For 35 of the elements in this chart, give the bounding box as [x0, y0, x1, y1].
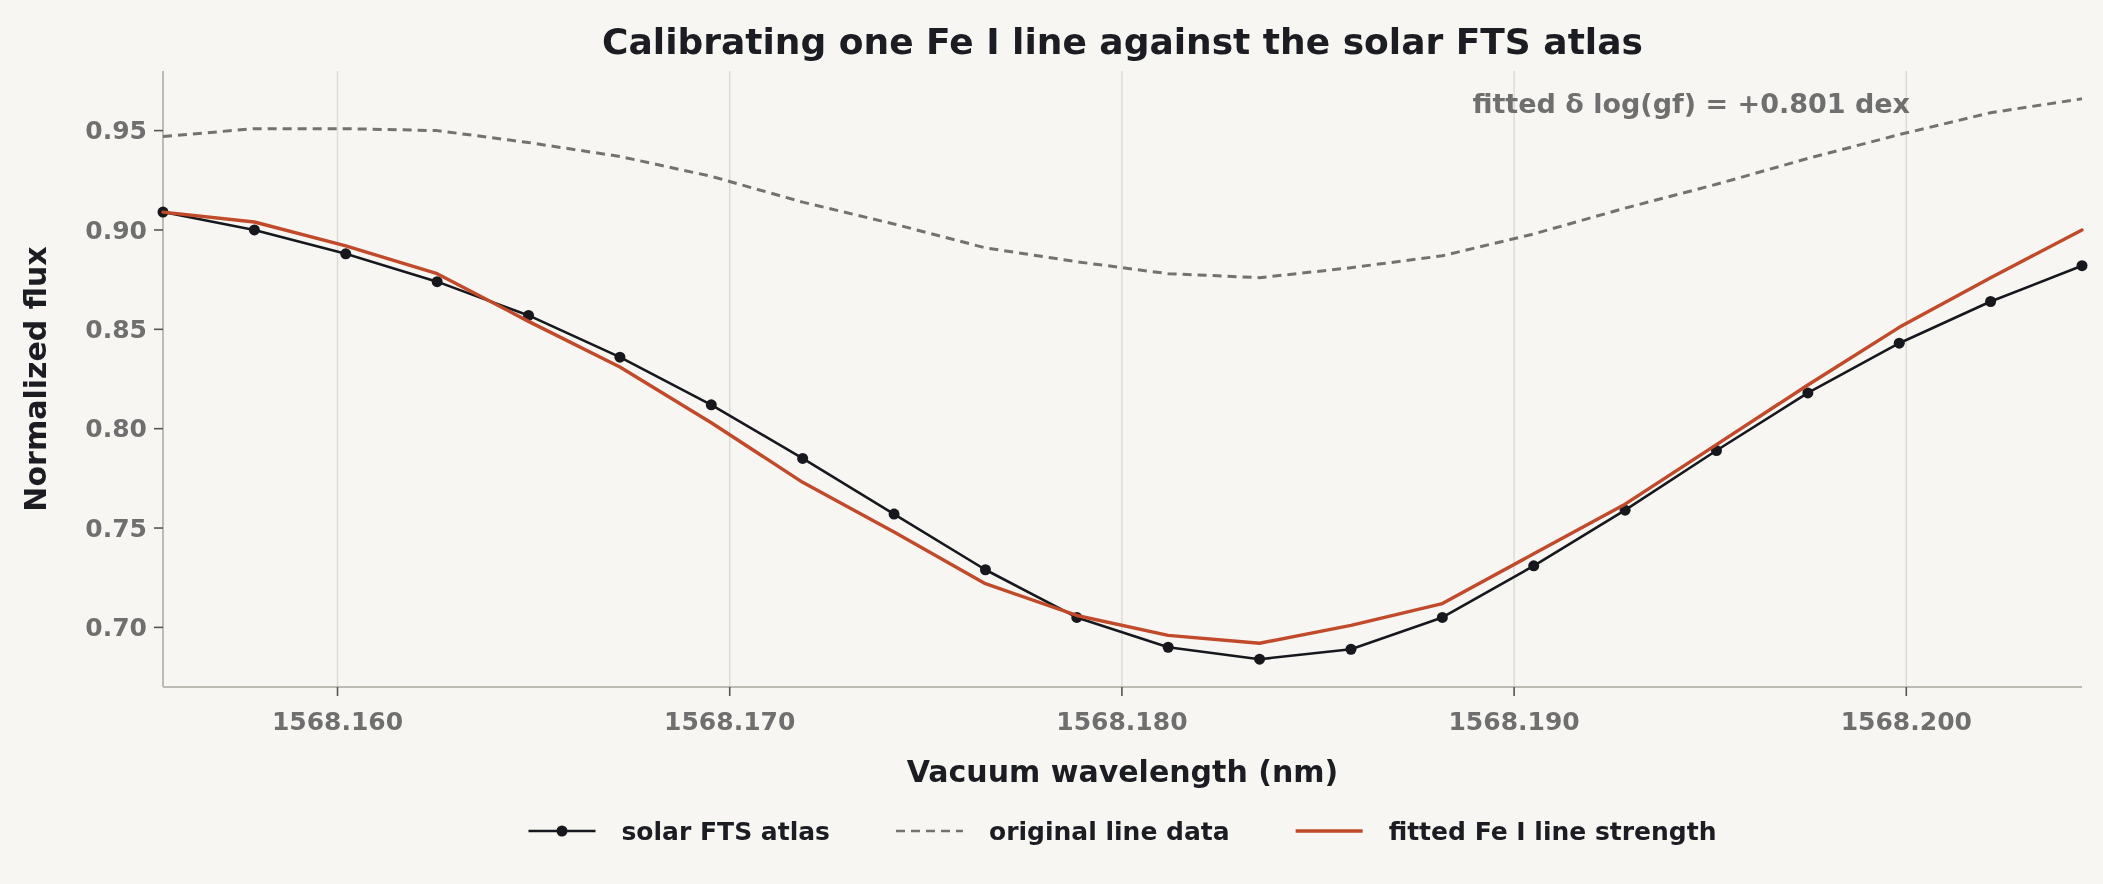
y-tick-label: 0.90 — [85, 215, 147, 245]
legend-label: fitted Fe I line strength — [1388, 816, 1717, 846]
point — [1162, 641, 1174, 653]
y-axis-title: Normalized flux — [18, 246, 53, 512]
y-tick-label: 0.75 — [85, 513, 147, 543]
point — [1254, 653, 1266, 665]
point — [1802, 387, 1814, 399]
x-tick-label: 1568.200 — [1840, 707, 1972, 736]
point — [1436, 611, 1448, 623]
y-tick-label: 0.95 — [85, 116, 147, 146]
point — [797, 452, 809, 464]
x-axis-title: Vacuum wavelength (nm) — [906, 754, 1339, 789]
point — [2076, 260, 2088, 272]
point — [248, 224, 260, 236]
x-tick-label: 1568.180 — [1056, 707, 1188, 736]
y-tick-label: 0.80 — [85, 414, 147, 444]
point — [1528, 560, 1540, 572]
point — [614, 351, 626, 363]
legend-label: original line data — [988, 816, 1230, 846]
point — [888, 508, 900, 520]
point — [431, 276, 443, 288]
legend-label: solar FTS atlas — [621, 816, 830, 846]
annotation: fitted δ log(gf) = +0.801 dex — [1472, 88, 1910, 119]
point — [1345, 643, 1357, 655]
point — [1985, 296, 1997, 307]
point — [705, 399, 717, 411]
chart-title: Calibrating one Fe I line against the solar FTS atlas — [602, 21, 1643, 62]
x-tick-label: 1568.170 — [664, 707, 796, 736]
y-tick-label: 0.70 — [85, 613, 147, 643]
y-tick-label: 0.85 — [85, 315, 147, 345]
point — [340, 248, 352, 260]
point — [979, 564, 991, 576]
point — [1893, 337, 1905, 349]
x-tick-label: 1568.190 — [1448, 707, 1580, 736]
x-tick-label: 1568.160 — [271, 707, 404, 736]
